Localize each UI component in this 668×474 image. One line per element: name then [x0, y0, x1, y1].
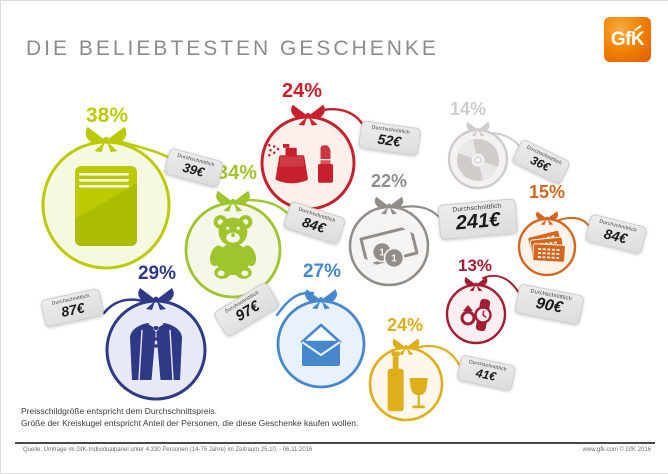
- percent-label-suit: 29%: [137, 263, 177, 284]
- teddy-bear-icon: [209, 215, 257, 279]
- percent-label-money: 22%: [370, 171, 408, 191]
- percent-label-book: 38%: [85, 104, 129, 127]
- gfk-logo-text: GfK: [610, 28, 645, 50]
- cd-icon: [457, 139, 499, 181]
- percent-label-teddy: 34%: [216, 162, 258, 184]
- ribbon-string: [411, 344, 462, 368]
- money-icon: 1 1: [359, 224, 419, 269]
- ornament-circle: [368, 346, 444, 422]
- gfk-logo: GfK: [604, 17, 651, 62]
- footer-url-copyright: www.gfk.com © GfK 2016: [582, 447, 651, 453]
- percent-label-cd: 14%: [449, 99, 487, 119]
- jewelry-ornament: [445, 274, 520, 345]
- envelope-icon: [300, 323, 342, 366]
- percent-label-envelope: 27%: [302, 261, 342, 282]
- ornament-circle: [260, 115, 356, 211]
- svg-text:1: 1: [391, 254, 397, 265]
- price-tag-money: Durchschnittlich 241€: [437, 198, 519, 240]
- cosmetics-icon: [268, 144, 333, 184]
- cd-ornament: [447, 121, 522, 190]
- ribbon-string: [482, 274, 520, 294]
- ribbon-string: [102, 298, 149, 315]
- jewelry-watch-icon: [460, 298, 492, 332]
- footer-divider: [15, 442, 655, 444]
- percent-label-cosmetics: 24%: [281, 80, 323, 102]
- percent-label-wine: 24%: [386, 315, 424, 335]
- money-ornament: 1 1: [348, 196, 443, 287]
- teddy-ornament: [184, 190, 291, 299]
- svg-text:1: 1: [379, 248, 385, 259]
- book-ornament: [41, 126, 171, 270]
- percent-label-tickets: 15%: [528, 182, 566, 202]
- percent-label-jewelry: 13%: [457, 256, 493, 275]
- suit-ornament: [102, 288, 207, 401]
- book-icon: [75, 166, 137, 246]
- source-line: Quelle: Umfrage im GfK-Individualpanel u…: [23, 447, 313, 453]
- note-circle-size: Größe der Kreiskugel entspricht Anteil d…: [21, 418, 359, 428]
- envelope-ornament: [275, 289, 366, 389]
- wine-ornament: [368, 338, 462, 422]
- page-title: DIE BELIEBTESTEN GESCHENKE: [26, 37, 439, 60]
- tickets-ornament: [517, 211, 592, 277]
- ribbon-string: [115, 139, 170, 159]
- note-price-tag-size: Preisschildgröße entspricht dem Durchsch…: [21, 406, 218, 416]
- suit-icon: [130, 323, 182, 381]
- wine-icon: [387, 351, 428, 412]
- cosmetics-ornament: [260, 104, 366, 211]
- tickets-icon: [527, 229, 566, 263]
